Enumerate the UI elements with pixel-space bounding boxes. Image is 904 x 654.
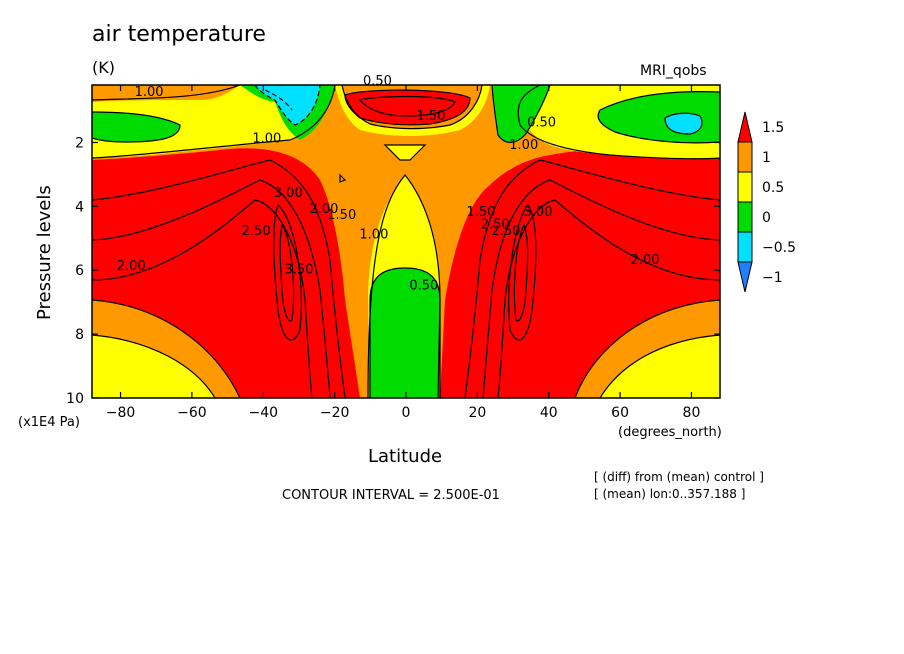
colorbar-swatch [737,141,753,173]
contour-label: 2.50 [481,218,510,233]
contour-label: 1.00 [359,227,388,242]
colorbar-label: −1 [762,270,783,286]
contour-label: 2.50 [491,224,520,239]
x-tick-label: −80 [106,405,136,421]
plot-field [92,85,720,398]
note-mean: [ (mean) lon:0..357.188 ] [594,487,746,501]
model-name: MRI_qobs [640,63,707,79]
colorbar-arrow-bottom [737,261,753,293]
contour-label: 2.00 [631,253,660,268]
colorbar-swatch [737,201,753,233]
band-bottom-left-yellow [92,335,215,398]
x-tick-label: 20 [468,405,486,421]
x-tick-label: −40 [248,405,278,421]
y-tick-label: 4 [75,199,84,215]
y-tick-label: 6 [75,263,84,279]
contour-label: 0.50 [527,116,556,131]
y-tick-label: 8 [75,327,84,343]
contour-label: 1.00 [252,131,281,146]
band-top-right-green-lobe [492,85,550,143]
x-axis-units: (degrees_north) [618,425,722,440]
x-tick-label: 60 [611,405,629,421]
axis-ticks: −80 −60 −40 −20 0 20 40 60 80 2 4 6 8 10 [66,85,720,421]
colorbar-label: 1 [762,150,771,166]
colorbar-swatch [737,231,753,263]
contour-label: 3.00 [274,186,303,201]
chart-title: air temperature [92,22,266,47]
contour-label: 0.50 [363,74,392,89]
contour-label: 1.00 [135,85,164,100]
colorbar-label: 1.5 [762,120,784,136]
x-tick-label: 0 [402,405,411,421]
x-axis-label: Latitude [368,446,443,467]
y-axis-label: Pressure levels [34,185,55,320]
colorbar-swatch [737,171,753,203]
chart-units: (K) [92,58,115,77]
contour-lines [92,85,720,398]
contour-labels: 0.501.001.501.000.501.003.002.001.502.50… [117,74,660,293]
note-diff: [ (diff) from (mean) control ] [594,470,764,484]
y-tick-label: 2 [75,135,84,151]
contour-label: 2.00 [309,202,338,217]
contour-label: 3.00 [524,205,553,220]
band-small-yellow [385,145,425,160]
y-axis-scale: (x1E4 Pa) [18,415,80,430]
band-bottom-right-yellow [600,335,720,398]
x-tick-label: −20 [320,405,350,421]
contour-label: 1.50 [417,109,446,124]
colorbar-label: 0 [762,210,771,226]
band-top-right-cyan [665,113,702,134]
colorbar-label: −0.5 [762,240,796,256]
contour-label: 2.50 [242,224,271,239]
y-tick-label: 10 [66,391,84,407]
contour-label: 1.50 [327,208,356,223]
x-tick-label: 40 [540,405,558,421]
x-tick-label: −60 [177,405,207,421]
contour-interval: CONTOUR INTERVAL = 2.500E-01 [282,488,500,503]
contour-label: 0.50 [409,278,438,293]
band-center-green [370,268,440,398]
band-top-left-green [92,112,180,142]
contour-label: 1.50 [466,205,495,220]
colorbar-label: 0.5 [762,180,784,196]
contour-label: 3.50 [284,262,313,277]
colorbar-arrow-top [737,111,753,143]
x-tick-label: 80 [683,405,701,421]
band-top-left-orange-inner [92,85,240,102]
colorbar: 1.5 1 0.5 0 −0.5 −1 [737,111,796,293]
contour-label: 2.00 [117,259,146,274]
contour-label: 1.00 [509,138,538,153]
